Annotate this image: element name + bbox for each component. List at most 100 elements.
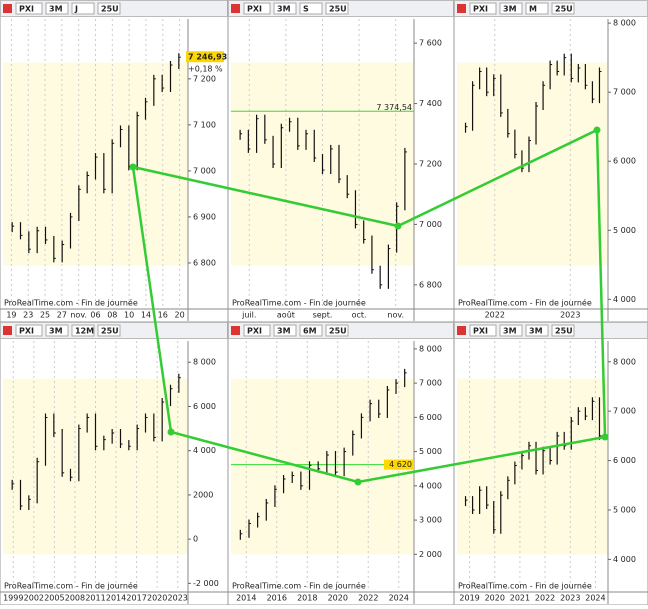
toolbar-label[interactable]: 12M — [75, 327, 94, 336]
y-tick-label: 6 900 — [193, 212, 216, 221]
x-tick-label: 2005 — [44, 594, 64, 603]
y-tick-label: 7 100 — [193, 120, 216, 129]
toolbar-button[interactable] — [243, 324, 271, 337]
toolbar-button[interactable] — [45, 2, 69, 15]
toolbar-button[interactable] — [299, 324, 323, 337]
y-tick-label: 7 200 — [193, 74, 216, 83]
toolbar-label[interactable]: 3M — [277, 5, 291, 14]
toolbar-label[interactable]: PXI — [19, 5, 34, 14]
x-tick-label: 2022 — [535, 594, 555, 603]
toolbar-button[interactable] — [15, 2, 43, 15]
toolbar-label[interactable]: 3M — [277, 327, 291, 336]
toolbar-button[interactable] — [243, 2, 271, 15]
x-tick-label: 2020 — [485, 594, 505, 603]
chart-panel: PXI 3M S 25U 7 600 7 400 7 200 7 000 6 800 juil. a… — [227, 0, 455, 323]
toolbar-label[interactable]: PXI — [247, 327, 262, 336]
toolbar-button[interactable] — [299, 2, 323, 15]
level-tag — [384, 459, 414, 470]
chart-panel: PXI 3M 3M 25U 8 000 7 000 6 000 5 000 4 000 2019 2… — [453, 321, 648, 606]
x-tick-label: 2020 — [328, 594, 348, 603]
toolbar-button[interactable] — [469, 2, 497, 15]
x-tick-label: 2023 — [560, 594, 580, 603]
toolbar-button[interactable] — [525, 2, 549, 15]
x-tick-label: nov. — [70, 311, 87, 320]
x-tick-label: 23 — [23, 311, 33, 320]
toolbar-label[interactable]: 25U — [555, 327, 573, 336]
connector-dot — [354, 478, 362, 486]
toolbar-label[interactable]: S — [303, 5, 309, 14]
price-tag — [186, 51, 224, 63]
toolbar-button[interactable] — [551, 324, 575, 337]
toolbar-label[interactable]: PXI — [19, 327, 34, 336]
toolbar-label[interactable]: PXI — [247, 5, 262, 14]
y-tick-label: 4 000 — [193, 446, 216, 455]
toolbar-button[interactable] — [97, 2, 121, 15]
toolbar-label[interactable]: 25U — [101, 5, 119, 14]
toolbar-label[interactable]: 6M — [303, 327, 317, 336]
x-tick-label: 06 — [90, 311, 100, 320]
x-tick-label: 2014 — [236, 594, 256, 603]
toolbar-button[interactable] — [325, 324, 349, 337]
footer: ProRealTime.com - Fin de journée — [458, 581, 592, 591]
y-tick-label: 6 000 — [419, 413, 442, 422]
toolbar-button[interactable] — [71, 324, 95, 337]
connector-dot — [394, 222, 402, 230]
toolbar-button[interactable] — [325, 2, 349, 15]
connector-dot — [129, 163, 137, 171]
toolbar-button[interactable] — [499, 324, 523, 337]
toolbar-label[interactable]: J — [74, 5, 78, 14]
toolbar-button[interactable] — [15, 324, 43, 337]
toolbar-button[interactable] — [273, 2, 297, 15]
y-tick-label: 6 000 — [613, 456, 636, 465]
chart-panel: PXI 3M J 25U 7 200 7 100 7 000 6 900 6 800 19 23 25… — [0, 0, 229, 323]
toolbar-button[interactable] — [551, 2, 575, 15]
y-tick-label: 7 200 — [419, 160, 442, 169]
toolbar-label[interactable]: 3M — [529, 327, 543, 336]
price-label: 7 246,93 — [188, 53, 227, 62]
y-tick-label: 6 800 — [419, 280, 442, 289]
x-tick-label: juil. — [241, 311, 256, 320]
connector-dot — [601, 433, 609, 441]
x-tick-label: 2022 — [358, 594, 378, 603]
level-label: 7 374,54 — [376, 103, 412, 112]
x-tick-label: 2023 — [560, 311, 580, 320]
x-tick-label: 2022 — [485, 311, 505, 320]
x-tick-label: sept. — [313, 311, 333, 320]
y-tick-label: 4 000 — [613, 555, 636, 564]
chart-icon — [231, 326, 240, 335]
toolbar-label[interactable]: 3M — [49, 5, 63, 14]
toolbar-button[interactable] — [525, 324, 549, 337]
x-tick-label: 2011 — [85, 594, 105, 603]
chart-icon — [3, 4, 12, 13]
toolbar-button[interactable] — [71, 2, 95, 15]
toolbar-label[interactable]: PXI — [473, 327, 488, 336]
toolbar-label[interactable]: 3M — [503, 327, 517, 336]
toolbar-button[interactable] — [45, 324, 69, 337]
x-tick-label: 2017 — [126, 594, 146, 603]
y-tick-label: 7 000 — [419, 379, 442, 388]
chart-icon — [457, 4, 466, 13]
x-tick-label: 19 — [6, 311, 16, 320]
x-tick-label: 27 — [57, 311, 67, 320]
x-tick-label: 08 — [107, 311, 117, 320]
toolbar-button[interactable] — [499, 2, 523, 15]
toolbar-label[interactable]: PXI — [473, 5, 488, 14]
toolbar-label[interactable]: M — [529, 5, 537, 14]
y-tick-label: 7 000 — [613, 407, 636, 416]
toolbar-label[interactable]: 3M — [49, 327, 63, 336]
y-tick-label: 8 000 — [419, 344, 442, 353]
toolbar-button[interactable] — [273, 324, 297, 337]
y-tick-label: 8 000 — [613, 357, 636, 366]
band-area — [457, 378, 608, 555]
x-tick-label: 16 — [158, 311, 168, 320]
toolbar-label[interactable]: 3M — [503, 5, 517, 14]
toolbar-button[interactable] — [469, 324, 497, 337]
toolbar-label[interactable]: 25U — [329, 5, 347, 14]
x-tick-label: 2016 — [267, 594, 287, 603]
toolbar-button[interactable] — [97, 324, 121, 337]
toolbar-label[interactable]: 25U — [329, 327, 347, 336]
toolbar-label[interactable]: 25U — [555, 5, 573, 14]
toolbar-label[interactable]: 25U — [101, 327, 119, 336]
y-tick-label: 2 000 — [419, 550, 442, 559]
chart-panel: PXI 3M 12M 25U 8 000 6 000 4 000 2000 0 -2 000 199… — [0, 321, 229, 606]
